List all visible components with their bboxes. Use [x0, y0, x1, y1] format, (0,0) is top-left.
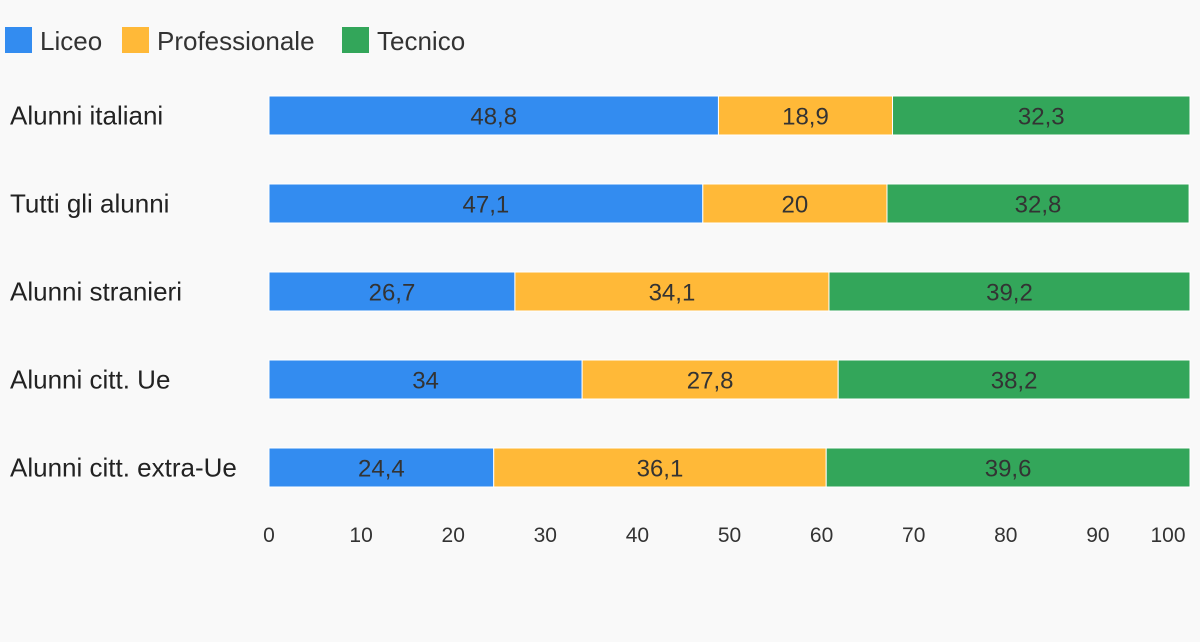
- x-tick-label: 40: [626, 524, 649, 547]
- legend-item: Professionale: [122, 26, 315, 56]
- legend-label: Tecnico: [377, 26, 465, 56]
- x-tick-label: 0: [263, 524, 275, 547]
- legend-swatch: [342, 27, 369, 53]
- bar-row: 48,8 18,9 32,3: [268, 95, 1191, 136]
- legend-label: Liceo: [40, 26, 102, 56]
- bar-segment: [514, 271, 830, 312]
- data-label: 47,1: [463, 192, 510, 219]
- bar-segment: [268, 183, 704, 224]
- x-tick-label: 90: [1086, 524, 1109, 547]
- bar-segment: [493, 447, 827, 488]
- legend-swatch: [5, 27, 32, 53]
- category-label: Alunni citt. Ue: [10, 365, 170, 395]
- legend-label: Professionale: [157, 26, 315, 56]
- data-label: 34: [412, 368, 439, 395]
- data-label: 18,9: [782, 104, 829, 131]
- data-label: 39,2: [986, 280, 1033, 307]
- data-label: 32,8: [1015, 192, 1062, 219]
- category-label: Tutti gli alunni: [10, 189, 169, 219]
- data-label: 38,2: [991, 368, 1038, 395]
- data-label: 36,1: [637, 456, 684, 483]
- bar-segment: [825, 447, 1191, 488]
- bar-segment: [828, 271, 1191, 312]
- bar-segment: [268, 447, 495, 488]
- data-label: 27,8: [687, 368, 734, 395]
- bar-row: 47,1 20 32,8: [268, 183, 1190, 224]
- bar-segment: [268, 95, 719, 136]
- data-label: 39,6: [985, 456, 1032, 483]
- data-label: 24,4: [358, 456, 405, 483]
- legend-item: Liceo: [5, 26, 102, 56]
- legend-item: Tecnico: [342, 26, 465, 56]
- x-tick-label: 30: [534, 524, 557, 547]
- legend-swatch: [122, 27, 149, 53]
- bar-segment: [837, 359, 1191, 400]
- bar-row: 24,4 36,1 39,6: [268, 447, 1191, 488]
- x-tick-label: 20: [442, 524, 465, 547]
- x-axis: 0 10 20 30 40 50 60 70 80 90 100: [263, 524, 1185, 547]
- x-tick-label: 80: [994, 524, 1017, 547]
- bar-segment: [268, 271, 516, 312]
- bar-segment: [886, 183, 1190, 224]
- category-label: Alunni stranieri: [10, 277, 182, 307]
- bar-segment: [702, 183, 888, 224]
- bar-row: 26,7 34,1 39,2: [268, 271, 1191, 312]
- category-label: Alunni italiani: [10, 101, 163, 131]
- x-tick-label: 10: [349, 524, 372, 547]
- category-labels: Alunni italiani Tutti gli alunni Alunni st…: [10, 101, 237, 483]
- x-tick-label: 100: [1150, 524, 1185, 547]
- category-label: Alunni citt. extra-Ue: [10, 453, 237, 483]
- bar-segment: [268, 359, 583, 400]
- bar-segment: [892, 95, 1191, 136]
- data-label: 26,7: [369, 280, 416, 307]
- legend: Liceo Professionale Tecnico: [5, 26, 465, 56]
- bar-segment: [717, 95, 894, 136]
- x-tick-label: 60: [810, 524, 833, 547]
- bar-row: 34 27,8 38,2: [268, 359, 1191, 400]
- bars: 48,8 18,9 32,3 47,1 20 32,8 26,7 34,1 39,2 34 27,8…: [268, 95, 1191, 488]
- data-label: 20: [782, 192, 809, 219]
- data-label: 48,8: [470, 104, 517, 131]
- data-label: 32,3: [1018, 104, 1065, 131]
- x-tick-label: 70: [902, 524, 925, 547]
- data-label: 34,1: [649, 280, 696, 307]
- x-tick-label: 50: [718, 524, 741, 547]
